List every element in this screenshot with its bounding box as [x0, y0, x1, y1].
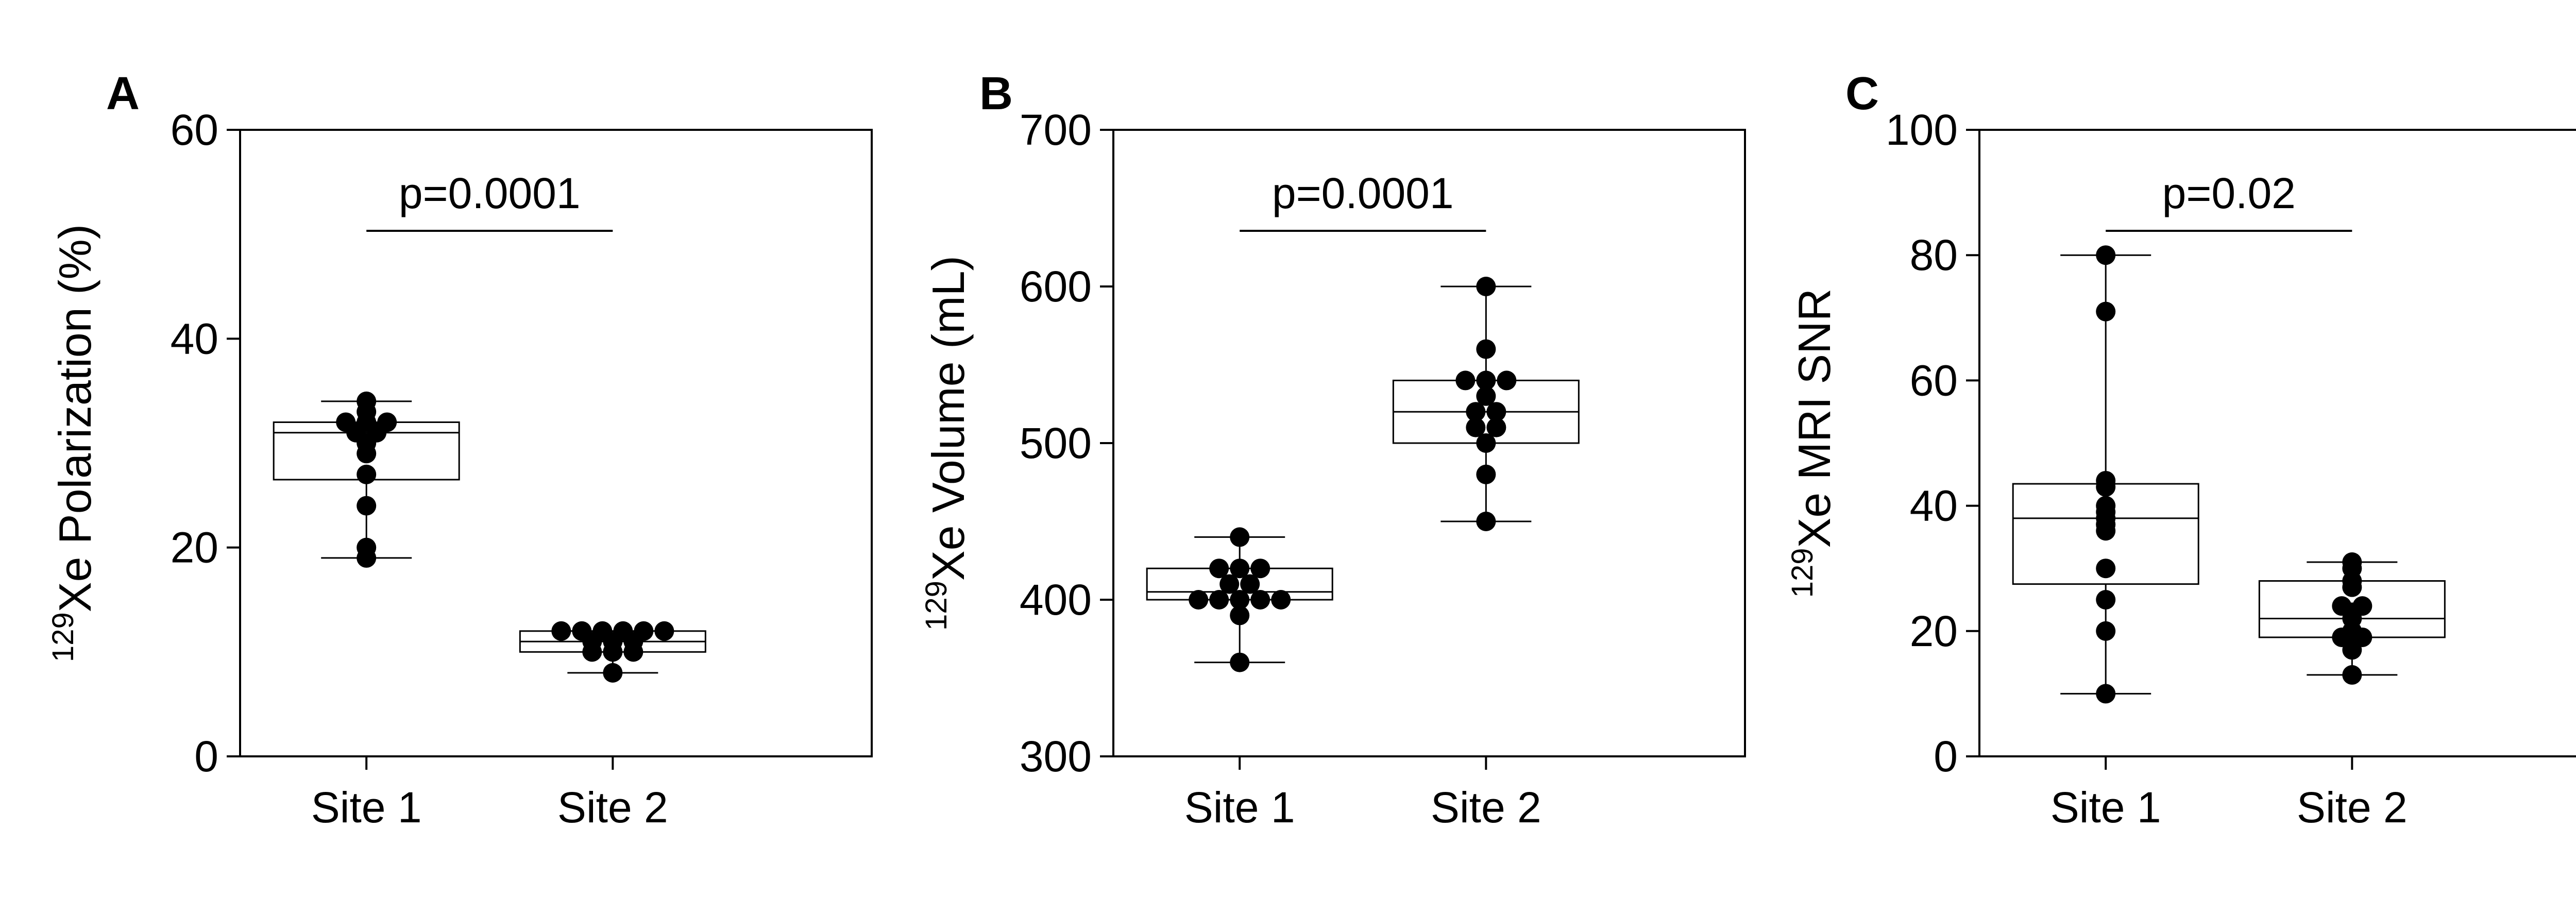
panel-label: B: [979, 68, 1013, 120]
y-tick-label: 0: [194, 732, 218, 781]
data-point: [603, 663, 623, 683]
data-point: [1189, 590, 1209, 610]
data-point: [1209, 590, 1229, 610]
data-point: [1476, 433, 1496, 453]
data-point: [1466, 417, 1486, 437]
data-point: [2096, 496, 2116, 516]
panel-b: B 300 400 500 600 700 129Xe Volume (mL) Site 1 S…: [920, 68, 1746, 832]
y-tick-label: 100: [1886, 106, 1958, 154]
data-point: [592, 621, 613, 641]
y-axis-title: 129Xe Polarization (%): [46, 224, 100, 662]
y-axis-title-text: Xe Volume (mL): [923, 256, 974, 581]
panel-c: C 0 20 40 60 80 100 129Xe MRI SNR Site 1 Site 2 p=…: [1786, 68, 2576, 832]
data-point: [1476, 464, 1496, 484]
plot-frame: [1978, 129, 2576, 757]
data-point: [377, 412, 397, 432]
data-point: [357, 464, 377, 484]
data-point: [1230, 605, 1250, 625]
data-point: [357, 391, 377, 411]
y-tick-label: 600: [1020, 262, 1092, 311]
y-axis-title-superscript: 129: [46, 612, 80, 662]
plot-frame: [239, 129, 873, 757]
data-point: [634, 621, 654, 641]
data-point: [2332, 596, 2352, 616]
data-point: [1466, 402, 1486, 422]
data-point: [654, 621, 674, 641]
p-value-label: p=0.0001: [1272, 169, 1454, 217]
data-point: [551, 621, 571, 641]
data-point: [1476, 370, 1496, 391]
data-point: [1497, 370, 1517, 391]
y-axis-title-superscript: 129: [1786, 548, 1819, 598]
data-point: [2096, 684, 2116, 704]
y-tick-label: 80: [1910, 231, 1958, 279]
y-tick-label: 300: [1020, 732, 1092, 781]
data-point: [1240, 574, 1260, 594]
x-tick-label: Site 1: [2050, 783, 2161, 832]
x-tick-label: Site 2: [557, 783, 668, 832]
data-point: [2096, 301, 2116, 322]
x-tick-label: Site 2: [2297, 783, 2408, 832]
data-point: [1486, 417, 1506, 437]
p-value-label: p=0.02: [2162, 169, 2296, 217]
data-point: [1219, 574, 1240, 594]
data-point: [2096, 621, 2116, 641]
y-tick-label: 700: [1020, 106, 1092, 154]
y-tick-label: 500: [1020, 419, 1092, 467]
data-point: [2342, 552, 2362, 572]
x-tick-label: Site 2: [1431, 783, 1541, 832]
data-point: [1486, 402, 1506, 422]
panel-label: A: [106, 68, 140, 120]
y-axis-title: 129Xe Volume (mL): [920, 256, 974, 631]
data-point: [1271, 590, 1291, 610]
panel-label: C: [1845, 68, 1879, 120]
data-point: [572, 621, 592, 641]
panel-a: A 0 20 40 60 129Xe Polarization (%) Site 1 Site…: [46, 68, 873, 832]
y-tick-label: 400: [1020, 576, 1092, 624]
data-point: [1230, 652, 1250, 672]
data-point: [2096, 559, 2116, 579]
data-point: [1476, 512, 1496, 531]
data-point: [1250, 559, 1270, 579]
y-tick-label: 0: [1934, 732, 1958, 781]
y-axis-title-superscript: 129: [920, 581, 953, 631]
y-tick-label: 40: [171, 314, 218, 363]
data-point: [2096, 470, 2116, 491]
data-point: [1476, 339, 1496, 359]
y-tick-label: 20: [171, 523, 218, 572]
x-tick-label: Site 1: [311, 783, 422, 832]
p-value-label: p=0.0001: [399, 169, 581, 217]
data-point: [1230, 527, 1250, 547]
data-point: [613, 621, 633, 641]
data-point: [1209, 559, 1229, 579]
y-axis-title-text: Xe Polarization (%): [49, 224, 100, 612]
data-point: [336, 412, 356, 432]
data-point: [1476, 277, 1496, 296]
y-axis-title: 129Xe MRI SNR: [1786, 289, 1840, 598]
y-tick-label: 60: [171, 106, 218, 154]
data-point: [2352, 596, 2372, 616]
data-point: [1250, 590, 1270, 610]
data-point: [1455, 370, 1476, 391]
data-point: [2096, 245, 2116, 265]
data-point: [1230, 590, 1250, 610]
data-point: [1476, 386, 1496, 406]
data-point: [1230, 559, 1250, 579]
y-tick-label: 60: [1910, 356, 1958, 404]
y-tick-label: 40: [1910, 482, 1958, 530]
y-axis-title-text: Xe MRI SNR: [1789, 289, 1840, 548]
data-point: [357, 537, 377, 557]
data-point: [2342, 665, 2362, 685]
x-tick-label: Site 1: [1184, 783, 1295, 832]
y-tick-label: 20: [1910, 607, 1958, 655]
data-point: [2096, 590, 2116, 610]
data-point: [357, 496, 377, 516]
